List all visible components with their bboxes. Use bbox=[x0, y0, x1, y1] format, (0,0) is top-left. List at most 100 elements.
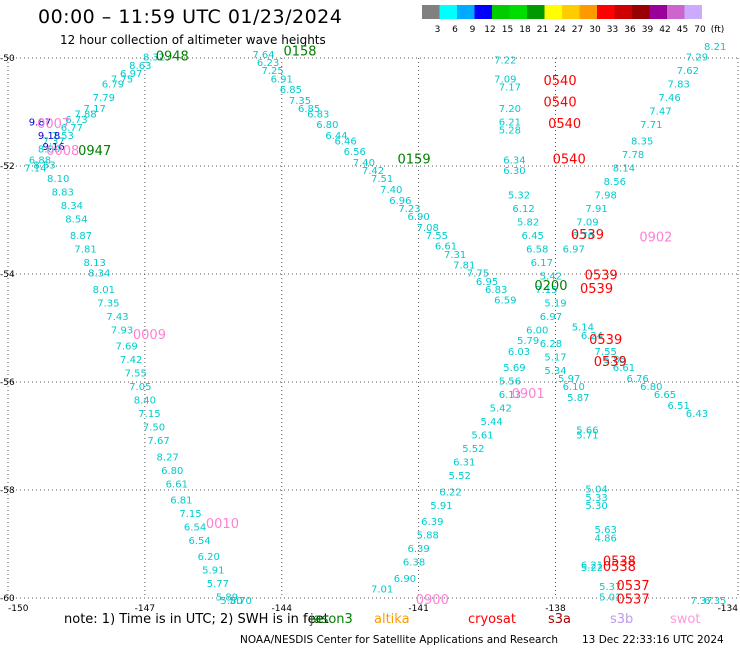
pass-time-label: 0007 bbox=[37, 117, 70, 132]
wave-height-point: 6.24 bbox=[581, 331, 603, 342]
wave-height-point: 5.91 bbox=[202, 566, 224, 577]
wave-height-point: 7.55 bbox=[426, 231, 448, 242]
colorbar-swatch bbox=[632, 5, 650, 19]
wave-height-point: 7.22 bbox=[494, 55, 516, 66]
pass-time-label: 0539 bbox=[580, 282, 613, 297]
colorbar-label: 30 bbox=[589, 25, 601, 35]
wave-height-point: 6.21 bbox=[581, 560, 603, 571]
pass-time-label: 0901 bbox=[512, 387, 545, 402]
wave-height-point: 6.10 bbox=[563, 382, 585, 393]
pass-time-label: 0537 bbox=[617, 592, 650, 607]
wave-height-point: 9.18 bbox=[38, 131, 60, 142]
x-tick-label: -134 bbox=[718, 604, 739, 614]
colorbar-label: 9 bbox=[470, 25, 476, 35]
colorbar-label: 24 bbox=[554, 25, 566, 35]
wave-height-point: 6.00 bbox=[526, 325, 548, 336]
wave-height-point: 5.97 bbox=[558, 374, 580, 385]
wave-height-point: 5.01 bbox=[599, 593, 621, 604]
wave-height-point: 5.42 bbox=[490, 404, 512, 415]
wave-height-point: 6.76 bbox=[572, 231, 594, 242]
pass-time-label: 0537 bbox=[617, 579, 650, 594]
pass-time-label: 0010 bbox=[206, 517, 239, 532]
wave-height-point: 7.93 bbox=[111, 325, 133, 336]
wave-height-point: 7.55 bbox=[595, 347, 617, 358]
page-title: 00:00 – 11:59 UTC 01/23/2024 bbox=[38, 6, 343, 28]
wave-height-point: 6.39 bbox=[407, 544, 429, 555]
color-scale-legend: 3 6 9 12 15 18 21 24 27 30 33 36 39 42 45 70 (ft) bbox=[422, 5, 725, 35]
wave-height-point: 6.21 bbox=[499, 118, 521, 129]
wave-height-point: 6.79 bbox=[102, 80, 124, 91]
wave-height-point: 7.05 bbox=[129, 382, 151, 393]
wave-height-point: 7.83 bbox=[668, 80, 690, 91]
wave-height-point: 7.09 bbox=[576, 217, 598, 228]
wave-height-point: 8.56 bbox=[604, 177, 626, 188]
pass-time-label: 0540 bbox=[548, 117, 581, 132]
colorbar-label: 33 bbox=[607, 25, 618, 35]
pass-time-label: 0902 bbox=[639, 231, 672, 246]
wave-height-point: 7.46 bbox=[658, 93, 680, 104]
wave-height-point: 6.23 bbox=[257, 58, 279, 69]
wave-height-point: 6.03 bbox=[508, 347, 530, 358]
wave-height-point: 5.33 bbox=[585, 493, 607, 504]
wave-height-point: 7.43 bbox=[106, 312, 128, 323]
wave-height-point: 5.80 bbox=[220, 596, 242, 607]
wave-height-point: 6.17 bbox=[531, 258, 553, 269]
wave-height-point: 6.54 bbox=[184, 523, 206, 534]
wave-height-point: 6.73 bbox=[65, 115, 87, 126]
wave-height-point: 7.15 bbox=[179, 509, 201, 520]
wave-height-point: 7.53 bbox=[52, 131, 74, 142]
wave-height-point: 5.52 bbox=[462, 444, 484, 455]
wave-height-point: 7.29 bbox=[686, 53, 708, 64]
wave-height-point: 5.52 bbox=[449, 471, 471, 482]
wave-height-point: 6.20 bbox=[198, 552, 220, 563]
wave-height-point: 6.85 bbox=[280, 85, 302, 96]
wave-height-point: 6.30 bbox=[503, 166, 525, 177]
wave-height-point: 7.40 bbox=[353, 158, 375, 169]
wave-height-point: 6.90 bbox=[407, 212, 429, 223]
pass-time-label: 0539 bbox=[571, 228, 604, 243]
colorbar-label: 42 bbox=[659, 25, 670, 35]
wave-height-point: 6.46 bbox=[334, 136, 356, 147]
colorbar-swatch bbox=[702, 5, 720, 19]
wave-height-point: 8.54 bbox=[65, 215, 87, 226]
wave-height-point: 7.15 bbox=[138, 409, 160, 420]
colorbar-label: (ft) bbox=[711, 25, 725, 35]
wave-height-point: 6.31 bbox=[453, 458, 475, 469]
y-tick-label: -56 bbox=[0, 378, 15, 388]
wave-height-point: 8.34 bbox=[61, 201, 83, 212]
wave-height-point: 8.35 bbox=[631, 136, 653, 147]
satellite-label-jason3: jason3 bbox=[310, 612, 353, 627]
wave-height-point: 7.75 bbox=[111, 74, 133, 85]
wave-height-point: 7.08 bbox=[417, 223, 439, 234]
y-tick-label: -58 bbox=[0, 486, 15, 496]
wave-height-point: 6.83 bbox=[307, 109, 329, 120]
pass-time-label: 0200 bbox=[534, 279, 567, 294]
wave-height-point: 6.81 bbox=[170, 496, 192, 507]
wave-height-point: 8.13 bbox=[84, 258, 106, 269]
wave-height-point: 7.35 bbox=[289, 96, 311, 107]
wave-height-point: 6.45 bbox=[522, 231, 544, 242]
wave-height-point: 5.30 bbox=[585, 501, 607, 512]
wave-height-point: 5.71 bbox=[576, 431, 598, 442]
colorbar-label: 6 bbox=[452, 25, 458, 35]
wave-height-point: 6.61 bbox=[166, 479, 188, 490]
wave-height-point: 6.97 bbox=[120, 69, 142, 80]
wave-height-point: 7.71 bbox=[640, 120, 662, 131]
wave-height-point: 7.17 bbox=[84, 104, 106, 115]
wave-height-point: 5.63 bbox=[595, 525, 617, 536]
wave-height-point: 6.39 bbox=[421, 517, 443, 528]
wave-height-point: 7.25 bbox=[261, 66, 283, 77]
wave-height-point: 8.32 bbox=[143, 53, 165, 64]
wave-height-point: 6.54 bbox=[188, 536, 210, 547]
wave-height-point: 7.14 bbox=[24, 163, 46, 174]
colorbar-swatch bbox=[684, 5, 702, 19]
y-tick-label: -52 bbox=[0, 162, 15, 172]
wave-height-point: 5.82 bbox=[517, 217, 539, 228]
wave-height-point: 6.44 bbox=[325, 131, 347, 142]
wave-height-point: 6.97 bbox=[563, 244, 585, 255]
pass-time-label: 0159 bbox=[398, 152, 431, 167]
wave-height-point: 7.98 bbox=[595, 190, 617, 201]
pass-time-label: 0538 bbox=[603, 560, 636, 575]
wave-height-point: 8.60 bbox=[38, 145, 60, 156]
